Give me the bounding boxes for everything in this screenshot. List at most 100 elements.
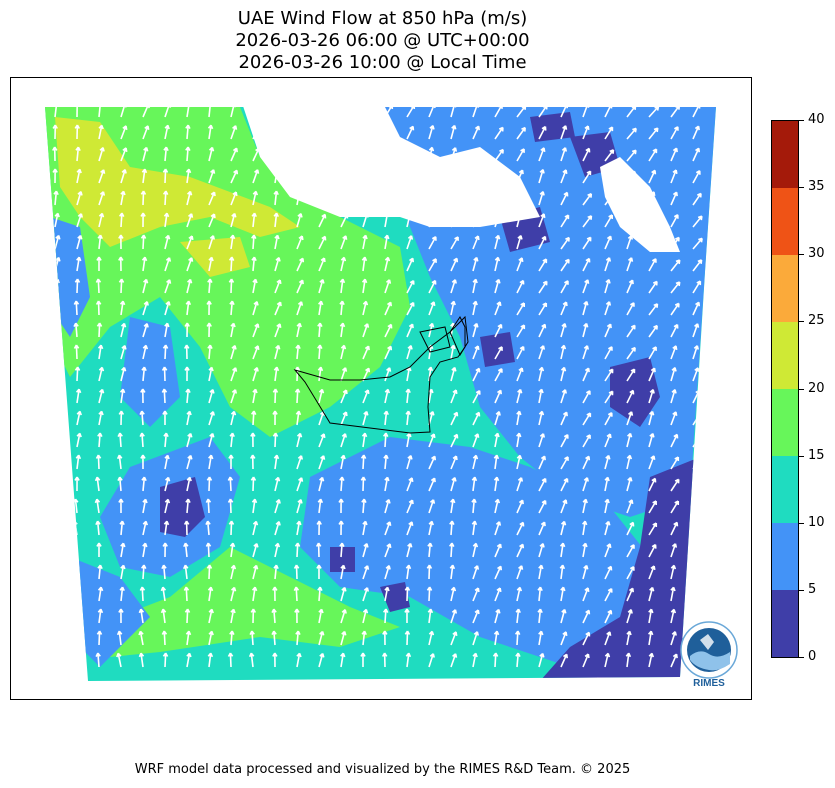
wind-arrow	[648, 410, 655, 426]
wind-arrow	[139, 586, 146, 602]
wind-arrow	[582, 215, 593, 228]
wind-arrow	[626, 389, 635, 404]
wind-arrow	[362, 410, 369, 426]
wind-arrow	[582, 564, 589, 580]
wind-arrow	[381, 652, 388, 668]
wind-arrow	[273, 454, 280, 470]
wind-arrow	[162, 410, 168, 426]
wind-arrow	[184, 322, 190, 338]
wind-arrow	[472, 278, 478, 294]
wind-arrow	[362, 148, 371, 162]
wind-arrow	[142, 146, 149, 162]
wind-arrow	[427, 366, 434, 382]
wind-arrow	[538, 410, 545, 426]
wind-arrow	[450, 389, 458, 404]
wind-arrow	[248, 652, 255, 668]
wind-arrow	[120, 125, 128, 140]
wind-arrow	[449, 520, 455, 536]
wind-arrow	[76, 256, 82, 272]
wind-arrow	[76, 234, 83, 250]
wind-arrow	[362, 107, 370, 118]
wind-arrow	[164, 454, 170, 470]
wind-arrow	[692, 237, 703, 250]
wind-arrow	[516, 565, 524, 580]
wind-arrow	[604, 171, 615, 184]
wind-arrow	[161, 366, 168, 382]
wind-arrow	[140, 190, 147, 206]
wind-arrow	[230, 344, 237, 360]
wind-arrow	[318, 300, 324, 316]
wind-arrow	[647, 630, 654, 646]
wind-arrow	[560, 236, 570, 250]
wind-arrow	[208, 432, 215, 448]
wind-arrow	[406, 323, 414, 338]
wind-arrow	[450, 476, 457, 492]
wind-arrow	[404, 586, 411, 602]
wind-arrow	[52, 630, 58, 646]
wind-arrow	[227, 652, 234, 668]
wind-arrow	[252, 147, 261, 162]
wind-arrow	[670, 236, 680, 250]
wind-arrow	[648, 169, 657, 184]
wind-arrow	[73, 322, 79, 338]
wind-arrow	[604, 368, 614, 382]
wind-arrow	[97, 234, 103, 250]
wind-arrow	[75, 608, 81, 624]
wind-arrow	[472, 367, 481, 382]
colorbar-tick-label: 30	[808, 246, 825, 262]
wind-arrow	[604, 235, 612, 250]
colorbar-segment-15-20	[772, 389, 798, 456]
wind-arrow	[384, 190, 391, 206]
wind-arrow	[295, 630, 301, 646]
wind-arrow	[318, 630, 325, 646]
wind-arrow	[538, 477, 547, 492]
wind-arrow	[450, 344, 456, 360]
colorbar-tick	[799, 657, 804, 658]
wind-arrow	[140, 234, 147, 250]
wind-arrow	[582, 434, 591, 448]
wind-arrow	[339, 278, 346, 294]
wind-arrow	[73, 564, 79, 580]
wind-arrow	[494, 170, 504, 184]
wind-arrow	[340, 124, 347, 140]
wind-arrow	[450, 300, 456, 316]
wind-arrow	[340, 213, 349, 228]
wind-arrow	[472, 322, 479, 338]
wind-arrow	[626, 609, 633, 624]
wind-arrow	[119, 520, 125, 536]
wind-arrow	[626, 213, 634, 228]
wind-arrow	[450, 586, 457, 602]
wind-arrow	[582, 279, 590, 294]
wind-arrow	[448, 542, 455, 558]
wind-arrow	[295, 344, 301, 360]
wind-arrow	[162, 542, 168, 558]
wind-arrow	[272, 410, 278, 426]
wind-arrow	[53, 652, 59, 668]
wind-arrow	[206, 300, 212, 316]
wind-arrow	[626, 127, 637, 140]
colorbar-tick-label: 5	[808, 581, 817, 597]
wind-arrow	[339, 476, 345, 492]
wind-arrow	[560, 608, 567, 624]
wind-arrow	[406, 344, 413, 360]
wind-arrow	[537, 608, 543, 624]
wind-band-0-5-north-c	[480, 332, 515, 367]
wind-band-0-5-north-d	[530, 112, 575, 142]
wind-arrow	[383, 454, 389, 470]
wind-arrow	[428, 433, 436, 448]
wind-arrow	[252, 107, 261, 118]
wind-arrow	[494, 498, 501, 514]
wind-arrow	[494, 191, 503, 206]
wind-arrow	[315, 542, 322, 558]
wind-arrow	[472, 587, 480, 602]
wind-arrow	[162, 168, 169, 184]
wind-arrow	[670, 214, 679, 228]
wind-arrow	[142, 542, 148, 558]
wind-arrow	[272, 432, 279, 448]
wind-arrow	[648, 367, 656, 382]
wind-arrow	[516, 234, 523, 250]
wind-arrow	[116, 652, 122, 668]
wind-arrow	[560, 653, 569, 668]
wind-arrow	[183, 344, 190, 360]
wind-arrow	[692, 107, 701, 118]
